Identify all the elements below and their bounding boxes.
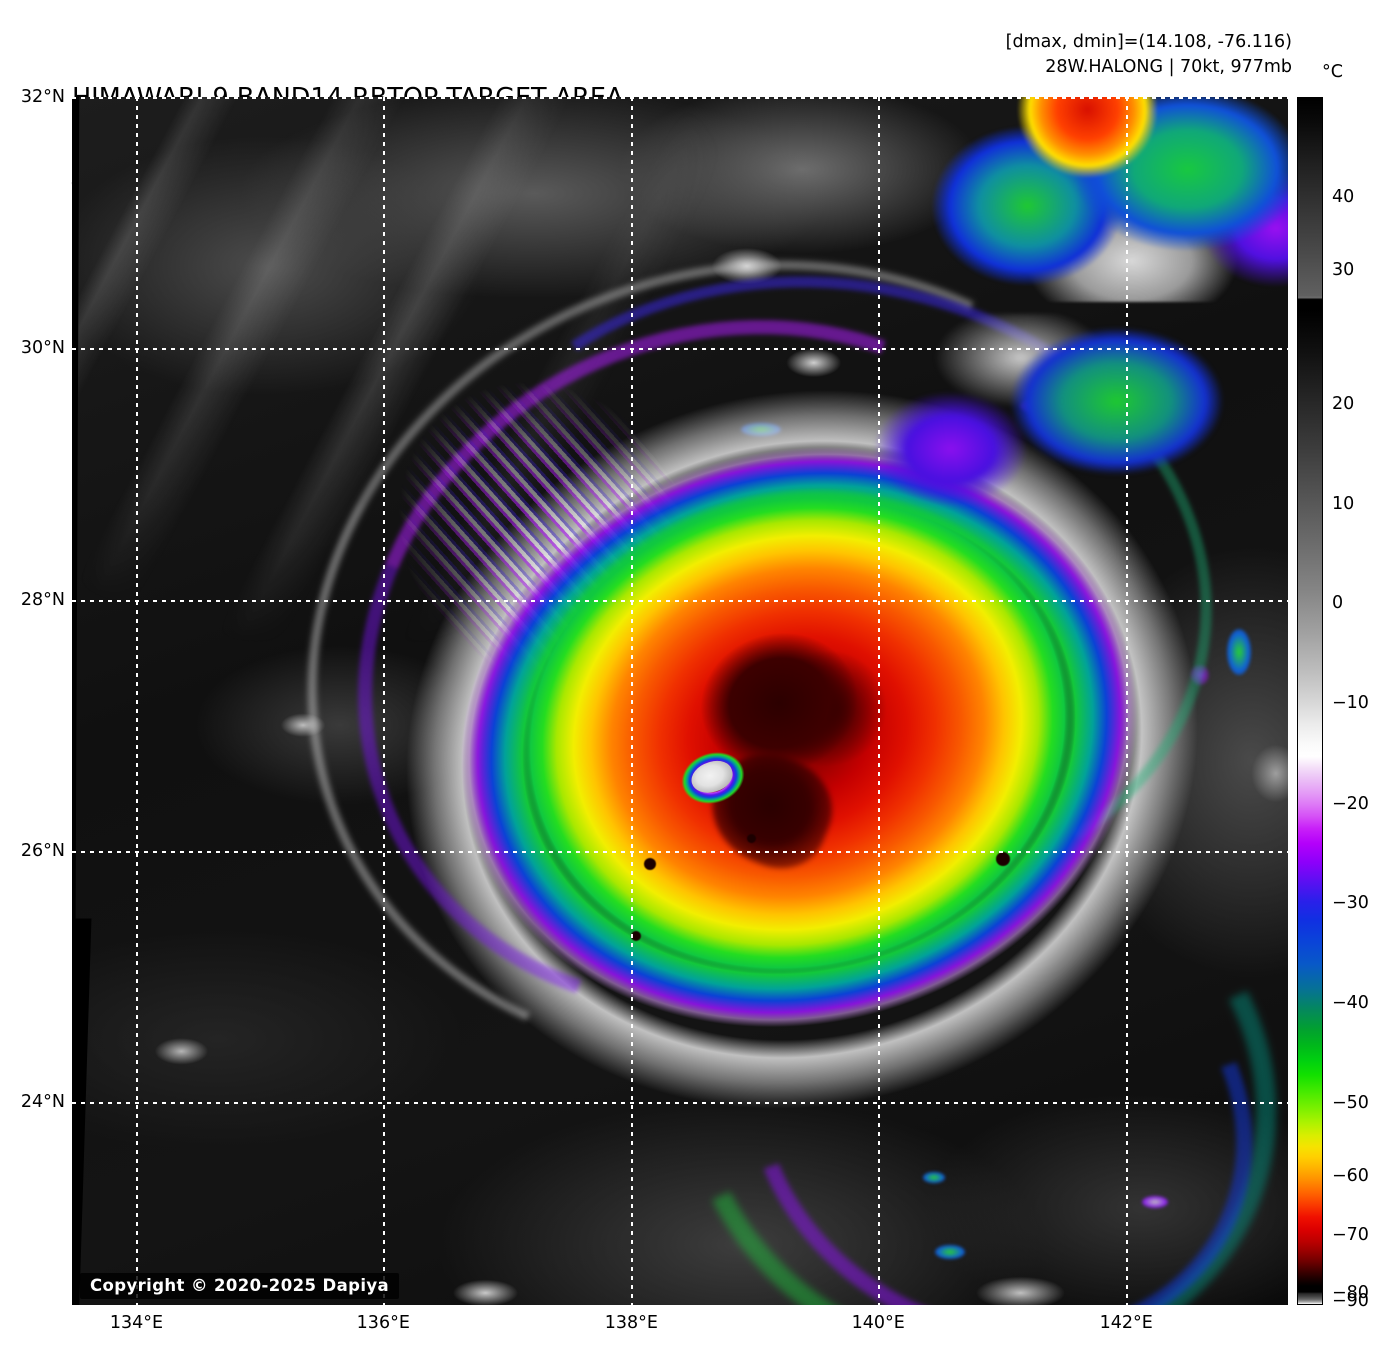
gridline-vertical [878, 97, 881, 1305]
copyright-banner: Copyright © 2020-2025 Dapiya [80, 1273, 400, 1299]
longitude-tick-label: 142°E [1099, 1313, 1153, 1333]
satellite-image-plot: Copyright © 2020-2025 Dapiya [72, 97, 1288, 1305]
gridline-horizontal [72, 1102, 1288, 1105]
northeast-secondary-cluster [801, 314, 1240, 532]
gridline-vertical [136, 97, 139, 1305]
longitude-tick-label: 140°E [851, 1313, 905, 1333]
gridline-vertical [631, 97, 634, 1305]
lat-lon-gridlines [72, 97, 1288, 1305]
colorbar-tick-label: 40 [1332, 187, 1355, 208]
cold-overshoot-top [996, 852, 1011, 866]
storm-info-label: 28W.HALONG | 70kt, 977mb [1045, 57, 1292, 78]
longitude-tick-label: 138°E [604, 1313, 658, 1333]
gridline-horizontal [72, 850, 1288, 853]
colorbar-tick-label: −10 [1332, 693, 1369, 714]
colorbar-unit-label: °C [1322, 62, 1343, 82]
colorbar-tick-label: −20 [1332, 793, 1369, 814]
colorbar-tick-label: 10 [1332, 494, 1355, 515]
colorbar-tick-label: −40 [1332, 993, 1369, 1013]
gridline-vertical [383, 97, 386, 1305]
gridline-horizontal [72, 97, 1288, 99]
colorbar-tick-label: −90 [1332, 1291, 1369, 1312]
latitude-tick-label: 30°N [20, 338, 65, 359]
temperature-colorbar [1297, 97, 1323, 1305]
colorbar-tick-label: −60 [1332, 1165, 1369, 1186]
convective-cell [923, 1172, 946, 1184]
latitude-tick-label: 28°N [20, 589, 65, 610]
longitude-tick-label: 134°E [109, 1313, 164, 1333]
scan-edge-strip [72, 97, 80, 1305]
latitude-tick-label: 32°N [20, 87, 65, 107]
northeast-convective-cluster [923, 97, 1288, 303]
colorbar-tick-label: 0 [1332, 593, 1344, 614]
cold-overshoot-top [631, 930, 642, 941]
colorbar-tick-label: −80 [1332, 1282, 1369, 1303]
colorbar-tick-label: 30 [1332, 259, 1355, 280]
colorbar-tick-label: −70 [1332, 1224, 1369, 1245]
convective-cell [935, 1244, 966, 1259]
dmax-dmin-label: [dmax, dmin]=(14.108, -76.116) [1005, 32, 1292, 52]
convective-cell [1142, 1196, 1169, 1209]
colorbar-tick-label: −50 [1332, 1093, 1369, 1114]
gridline-horizontal [72, 599, 1288, 602]
latitude-tick-label: 26°N [20, 840, 65, 861]
longitude-tick-label: 136°E [356, 1313, 410, 1333]
latitude-tick-label: 24°N [20, 1092, 65, 1113]
figure-annotation-block: [dmax, dmin]=(14.108, -76.116) 28W.HALON… [1006, 30, 1292, 81]
gridline-vertical [1126, 97, 1129, 1305]
colorbar-tick-label: −30 [1332, 892, 1369, 913]
colorbar-tick-label: 20 [1332, 393, 1355, 414]
cold-overshoot-top [746, 833, 756, 843]
cold-overshoot-top [643, 858, 656, 871]
gridline-horizontal [72, 348, 1288, 351]
